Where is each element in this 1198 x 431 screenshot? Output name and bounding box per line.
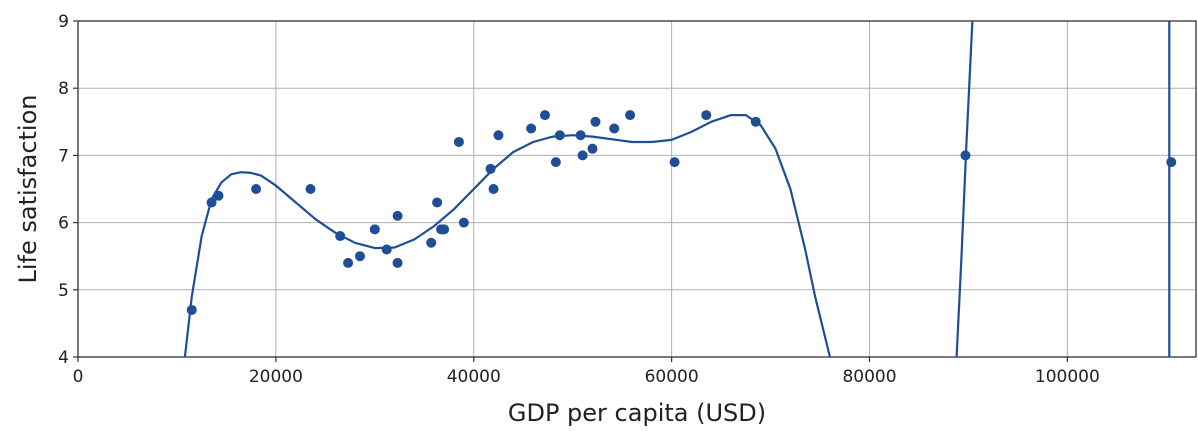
fit-curve — [183, 114, 831, 358]
data-point — [526, 123, 537, 134]
data-point — [590, 116, 601, 127]
axes-frame — [77, 20, 1197, 358]
data-point — [369, 224, 380, 235]
data-point — [206, 197, 217, 208]
data-point — [354, 251, 365, 262]
y-axis-label: Life satisfaction — [14, 95, 42, 284]
data-point — [335, 231, 346, 242]
x-tick-label: 80000 — [842, 367, 896, 387]
tick-marks — [73, 20, 1068, 362]
data-point — [381, 244, 392, 255]
data-point — [426, 237, 437, 248]
data-point — [575, 130, 586, 141]
data-point — [750, 116, 761, 127]
data-point — [488, 184, 499, 194]
data-point — [458, 217, 469, 228]
data-point — [539, 110, 550, 121]
data-point — [485, 163, 496, 174]
data-point — [1166, 157, 1177, 168]
data-point — [453, 136, 464, 147]
x-tick-label: 40000 — [447, 367, 501, 387]
y-tick-label: 8 — [58, 79, 69, 99]
x-tick-label: 20000 — [249, 367, 303, 387]
y-tick-label: 5 — [58, 281, 69, 301]
data-point — [392, 257, 403, 268]
fit-curves — [183, 20, 1171, 358]
data-point — [609, 123, 620, 134]
data-point — [587, 143, 598, 154]
data-point — [186, 304, 197, 315]
data-point — [960, 150, 971, 161]
data-points — [186, 110, 1177, 315]
data-point — [577, 150, 588, 161]
x-axis-label: GDP per capita (USD) — [508, 399, 766, 427]
data-point — [305, 184, 316, 194]
y-tick-label: 7 — [58, 146, 69, 166]
x-tick-labels: 0 20000 40000 60000 80000 100000 — [73, 367, 1100, 387]
data-point — [251, 184, 262, 194]
x-tick-label: 100000 — [1035, 367, 1100, 387]
fit-curve — [955, 20, 974, 358]
data-point — [343, 257, 354, 268]
data-point — [625, 110, 636, 121]
data-point — [554, 130, 565, 141]
x-tick-label: 0 — [73, 367, 84, 387]
y-tick-label: 6 — [58, 214, 69, 234]
data-point — [392, 210, 403, 221]
y-tick-label: 4 — [58, 348, 69, 368]
grid — [77, 20, 1196, 358]
data-point — [550, 157, 561, 168]
y-tick-label: 9 — [58, 12, 69, 32]
data-point — [439, 224, 450, 235]
data-point — [493, 130, 504, 141]
data-point — [701, 110, 712, 121]
x-tick-label: 60000 — [645, 367, 699, 387]
data-point — [432, 197, 443, 208]
y-tick-labels: 4 5 6 7 8 9 — [58, 12, 69, 368]
plot-area-border — [77, 20, 1197, 358]
data-point — [213, 190, 224, 201]
data-point — [669, 157, 680, 168]
